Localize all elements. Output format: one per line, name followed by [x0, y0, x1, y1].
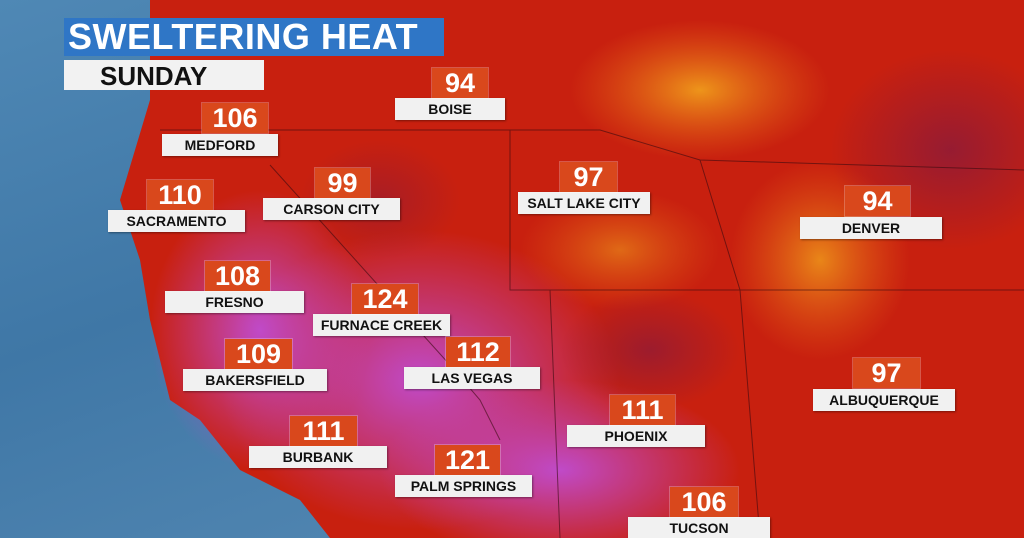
day-label: SUNDAY	[64, 60, 264, 91]
graphic-title: SWELTERING HEAT	[64, 18, 444, 56]
temperature-value: 106	[670, 487, 738, 517]
temperature-value: 94	[845, 186, 910, 216]
city-name: TUCSON	[628, 517, 770, 538]
city-name: PHOENIX	[567, 425, 705, 447]
city-name: BOISE	[395, 98, 505, 120]
temperature-value: 111	[290, 416, 357, 446]
temperature-value: 124	[352, 284, 418, 314]
city-name: LAS VEGAS	[404, 367, 540, 389]
city-name: MEDFORD	[162, 134, 278, 156]
temperature-value: 121	[435, 445, 500, 475]
city-name: SALT LAKE CITY	[518, 192, 650, 214]
temperature-value: 99	[315, 168, 370, 198]
city-name: BURBANK	[249, 446, 387, 468]
city-name: PALM SPRINGS	[395, 475, 532, 497]
city-name: ALBUQUERQUE	[813, 389, 955, 411]
city-name: BAKERSFIELD	[183, 369, 327, 391]
city-name: CARSON CITY	[263, 198, 400, 220]
temperature-value: 97	[560, 162, 617, 192]
temperature-value: 108	[205, 261, 270, 291]
city-name: FRESNO	[165, 291, 304, 313]
temperature-value: 110	[147, 180, 213, 210]
temperature-value: 106	[202, 103, 268, 133]
temperature-value: 112	[446, 337, 510, 367]
temperature-value: 94	[432, 68, 488, 98]
city-name: SACRAMENTO	[108, 210, 245, 232]
city-name: DENVER	[800, 217, 942, 239]
temperature-value: 97	[853, 358, 920, 388]
temperature-value: 111	[610, 395, 675, 425]
city-name: FURNACE CREEK	[313, 314, 450, 336]
temperature-value: 109	[225, 339, 292, 369]
